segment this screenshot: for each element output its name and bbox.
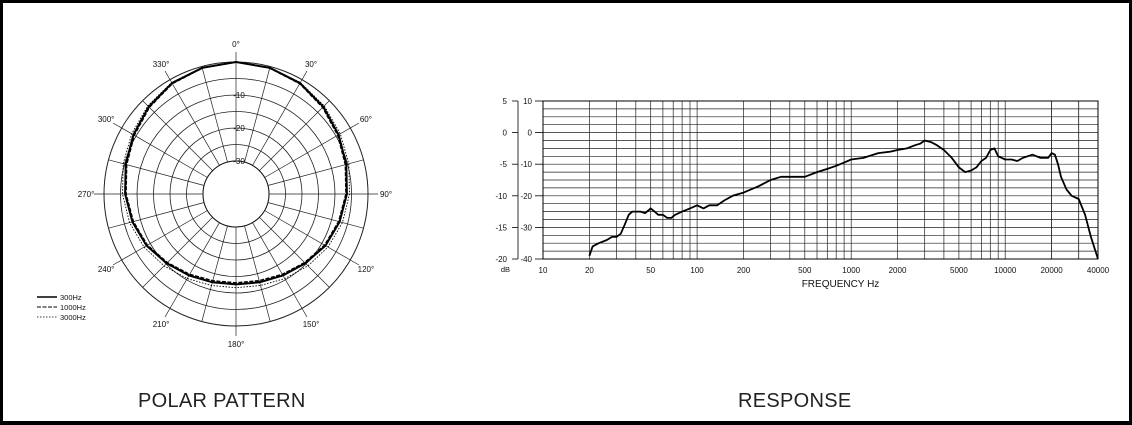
- polar-spoke: [112, 122, 208, 178]
- response-curve: [588, 139, 1099, 260]
- polar-angle-label: 60°: [360, 115, 372, 124]
- polar-spoke: [264, 122, 360, 178]
- polar-angle-label: 300°: [98, 115, 115, 124]
- polar-spoke: [108, 159, 205, 186]
- polar-angle-label: 30°: [305, 60, 317, 69]
- legend-label: 300Hz: [60, 293, 82, 302]
- polar-series-3000hz: [122, 61, 350, 289]
- polar-spoke: [201, 66, 228, 163]
- polar-spoke: [164, 222, 220, 318]
- polar-ring-label: -20: [233, 124, 245, 133]
- polar-angle-label: 240°: [98, 265, 115, 274]
- legend-label: 3000Hz: [60, 313, 86, 322]
- x-tick-label: 50: [646, 266, 655, 275]
- x-tick-label: 1000: [842, 266, 860, 275]
- y-outer-tick-label: -10: [495, 192, 507, 201]
- x-tick-label: 20: [585, 266, 594, 275]
- y-unit-label: dB: [501, 265, 510, 274]
- polar-spoke: [244, 225, 271, 322]
- polar-spoke: [108, 202, 205, 229]
- polar-series-300hz: [124, 61, 348, 286]
- polar-angle-label: 210°: [153, 320, 170, 329]
- y-tick-label: -20: [520, 192, 532, 201]
- x-tick-label: 10000: [994, 266, 1017, 275]
- polar-spoke: [264, 210, 360, 266]
- polar-pattern-title: POLAR PATTERN: [138, 390, 306, 412]
- polar-angle-label: 0°: [232, 40, 240, 49]
- y-outer-tick-label: 5: [503, 97, 508, 106]
- response-grid: [542, 100, 1099, 260]
- y-tick-label: -40: [520, 255, 532, 264]
- x-tick-label: 40000: [1087, 266, 1110, 275]
- response-title: RESPONSE: [738, 390, 852, 412]
- polar-spoke: [259, 217, 330, 288]
- plot-border: [542, 100, 1099, 260]
- y-outer-tick-label: 0: [503, 129, 508, 138]
- y-tick-label: 0: [528, 129, 533, 138]
- polar-angle-label: 120°: [358, 265, 375, 274]
- polar-spoke: [259, 100, 330, 171]
- polar-spoke: [112, 210, 208, 266]
- y-tick-label: -30: [520, 223, 532, 232]
- x-tick-label: 2000: [889, 266, 907, 275]
- x-tick-label: 500: [798, 266, 812, 275]
- polar-ring-label: -30: [233, 157, 245, 166]
- polar-spoke: [244, 66, 271, 163]
- polar-angle-label: 90°: [380, 190, 392, 199]
- polar-angle-label: 270°: [78, 190, 95, 199]
- polar-angle-label: 180°: [228, 340, 245, 349]
- polar-ring-label: -10: [233, 91, 245, 100]
- polar-spoke: [252, 222, 308, 318]
- y-tick-label: 10: [523, 97, 532, 106]
- legend-label: 1000Hz: [60, 303, 86, 312]
- x-tick-label: 200: [737, 266, 751, 275]
- x-tick-label: 5000: [950, 266, 968, 275]
- x-tick-label: 10: [539, 266, 548, 275]
- polar-series-1000hz: [125, 61, 347, 284]
- polar-spoke: [267, 159, 364, 186]
- y-outer-tick-label: -5: [500, 160, 508, 169]
- polar-chart: 0° 30° 60° 90° 120° 150° 180° 210° 240° 270° 300° 3…: [37, 40, 392, 349]
- polar-spoke: [164, 70, 220, 166]
- polar-spoke: [142, 217, 213, 288]
- polar-spoke: [201, 225, 228, 322]
- polar-spoke: [252, 70, 308, 166]
- polar-spoke: [267, 202, 364, 229]
- x-tick-label: 20000: [1040, 266, 1063, 275]
- polar-angle-label: 150°: [303, 320, 320, 329]
- y-outer-tick-label: -15: [495, 223, 507, 232]
- polar-spoke: [142, 100, 213, 171]
- x-axis-label: FREQUENCY Hz: [802, 279, 880, 290]
- y-outer-tick-label: -20: [495, 255, 507, 264]
- polar-angle-label: 330°: [153, 60, 170, 69]
- x-tick-label: 100: [690, 266, 704, 275]
- y-tick-label: -10: [520, 160, 532, 169]
